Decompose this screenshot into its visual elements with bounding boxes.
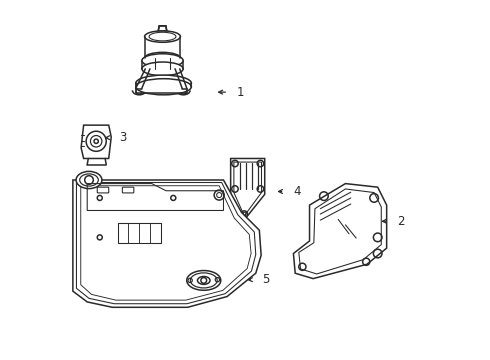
Ellipse shape	[136, 75, 192, 91]
Text: 1: 1	[237, 86, 245, 99]
Text: 3: 3	[119, 131, 126, 144]
Polygon shape	[81, 125, 111, 158]
Text: 5: 5	[262, 273, 270, 286]
Polygon shape	[158, 26, 167, 31]
Ellipse shape	[145, 31, 180, 42]
Circle shape	[86, 131, 106, 151]
Ellipse shape	[142, 54, 183, 67]
Text: 4: 4	[294, 185, 301, 198]
Ellipse shape	[187, 271, 221, 290]
Circle shape	[91, 135, 102, 147]
Text: 2: 2	[397, 215, 405, 228]
Polygon shape	[294, 184, 387, 279]
Ellipse shape	[142, 62, 183, 76]
Ellipse shape	[145, 52, 180, 64]
Polygon shape	[73, 180, 261, 307]
Polygon shape	[231, 158, 265, 221]
Ellipse shape	[136, 79, 192, 95]
Ellipse shape	[76, 171, 102, 189]
